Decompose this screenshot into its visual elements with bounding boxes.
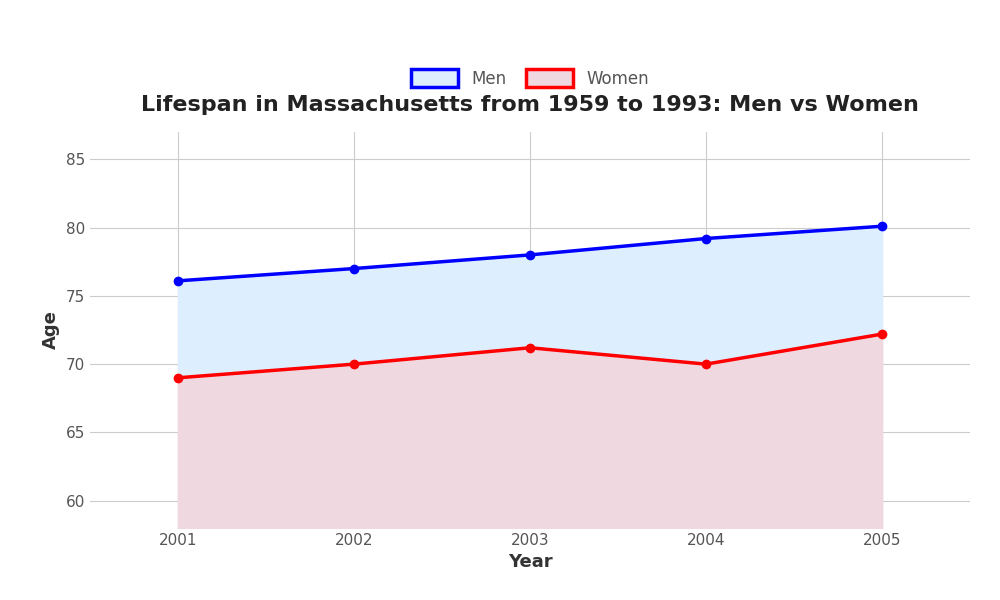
Legend: Men, Women: Men, Women <box>411 69 649 88</box>
Y-axis label: Age: Age <box>42 311 60 349</box>
X-axis label: Year: Year <box>508 553 552 571</box>
Title: Lifespan in Massachusetts from 1959 to 1993: Men vs Women: Lifespan in Massachusetts from 1959 to 1… <box>141 95 919 115</box>
